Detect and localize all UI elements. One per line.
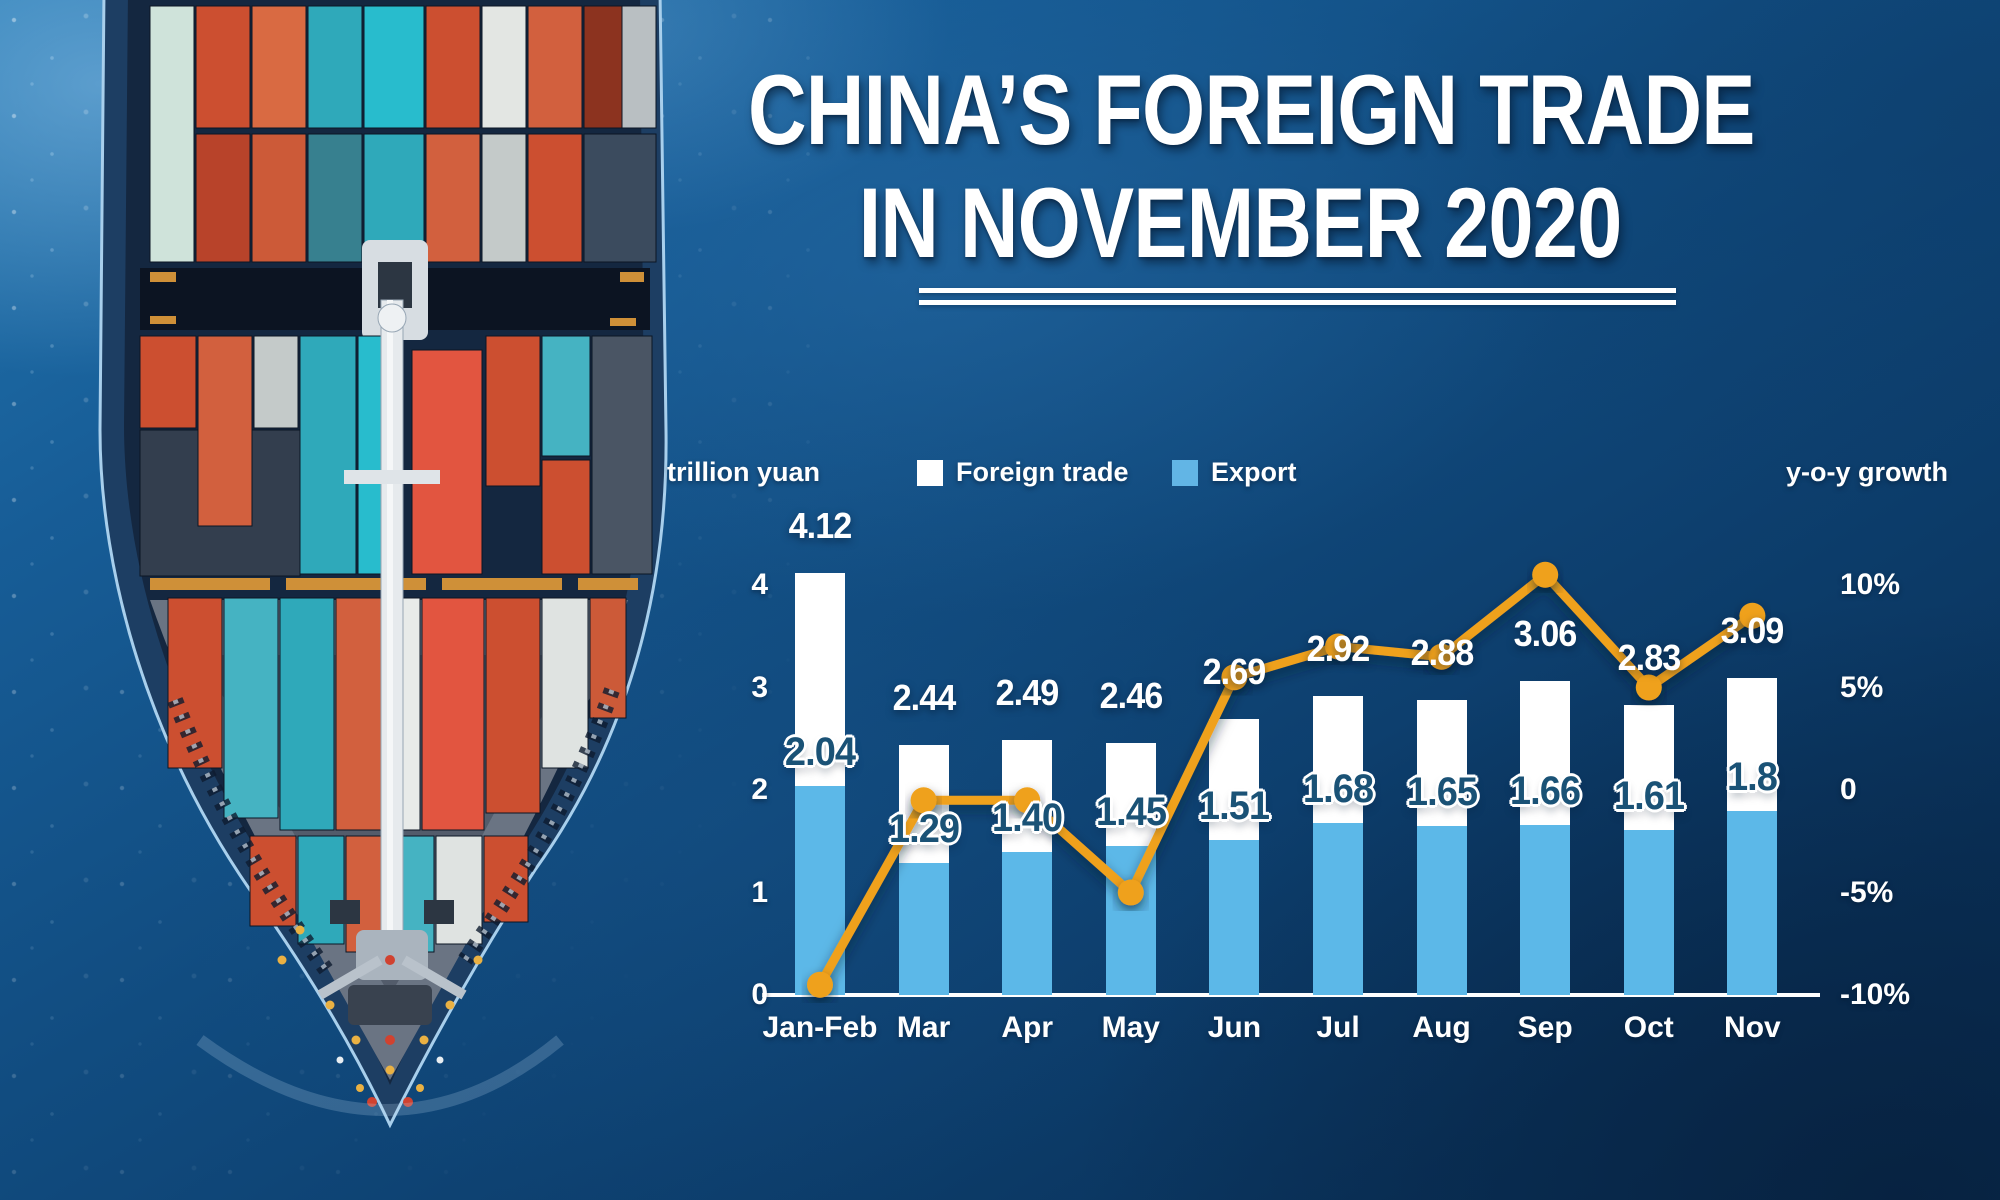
bar-export [1623,829,1674,995]
title-line-1: CHINA’S FOREIGN TRADE [748,54,1755,165]
left-axis-tick: 1 [751,875,768,909]
legend-label-export: Export [1211,457,1297,487]
x-axis-category: Nov [1724,1011,1781,1044]
bar-export [1727,810,1778,995]
page-title: CHINA’S FOREIGN TRADE IN NOVEMBER 2020 [748,54,1755,280]
bar-value-foreign-trade: 2.44 [892,676,956,718]
x-axis-category: Jun [1207,1011,1262,1044]
bar-value-foreign-trade: 2.46 [1099,674,1163,716]
bar-export [1105,846,1156,995]
bar-value-export: 1.8 [1727,754,1778,799]
bar-export [1520,824,1571,995]
x-axis-category: Mar [896,1011,951,1044]
legend-label-foreign-trade: Foreign trade [956,457,1129,487]
title-underline-bottom [919,300,1676,305]
bar-value-export: 1.68 [1302,766,1374,811]
bar-value-foreign-trade: 3.09 [1720,610,1785,652]
right-axis-tick: -10% [1840,978,1911,1011]
bar-value-foreign-trade: 3.06 [1513,613,1578,655]
right-axis-tick: 10% [1840,568,1901,601]
right-axis-tick: -5% [1840,875,1894,909]
bar-value-foreign-trade: 2.69 [1202,651,1267,693]
left-axis-tick: 3 [751,670,768,704]
bar-value-export: 1.51 [1199,784,1270,829]
right-axis-caption: y-o-y growth [1786,457,1948,487]
bar-value-foreign-trade: 2.92 [1306,627,1371,669]
x-axis-category: Apr [1001,1011,1054,1044]
bar-value-export: 1.40 [992,795,1063,840]
bar-value-export: 1.29 [888,806,960,851]
x-axis-category: Jul [1316,1011,1360,1044]
left-axis-tick: 0 [751,978,768,1011]
bar-value-export: 1.65 [1406,769,1478,814]
title-line-2: IN NOVEMBER 2020 [858,166,1623,278]
container-ship-image [98,0,668,1129]
legend-swatch-export [1172,460,1198,486]
growth-line-point [1532,561,1559,588]
bar-value-foreign-trade: 2.49 [995,671,1060,713]
x-axis-category: Aug [1412,1011,1471,1044]
bar-value-foreign-trade: 4.12 [788,504,853,546]
x-axis-category: Jan-Feb [762,1011,878,1044]
legend-swatch-foreign-trade [917,460,943,486]
bar-export [1416,825,1467,995]
right-axis-tick: 5% [1840,670,1884,704]
right-axis-tick: 0 [1840,773,1857,806]
left-axis-tick: 4 [751,568,768,601]
bar-value-export: 1.61 [1613,773,1685,818]
bar-export [1313,822,1363,995]
left-axis-tick: 2 [751,773,768,806]
x-axis-category: Oct [1623,1011,1674,1044]
title-underline-top [919,288,1676,293]
bar-value-foreign-trade: 2.88 [1410,631,1474,673]
bar-export [1002,851,1053,995]
x-axis-category: Sep [1517,1011,1573,1044]
bar-export [1209,840,1260,995]
bar-value-export: 1.45 [1095,790,1167,835]
x-axis-category: May [1101,1011,1160,1044]
bar-value-export: 2.04 [784,729,856,774]
left-axis-caption: trillion yuan [666,457,820,487]
bar-export [795,785,845,995]
bar-value-foreign-trade: 2.83 [1617,636,1681,678]
x-axis-line [762,993,1820,997]
bar-export [898,862,949,995]
bar-value-export: 1.66 [1510,768,1581,813]
